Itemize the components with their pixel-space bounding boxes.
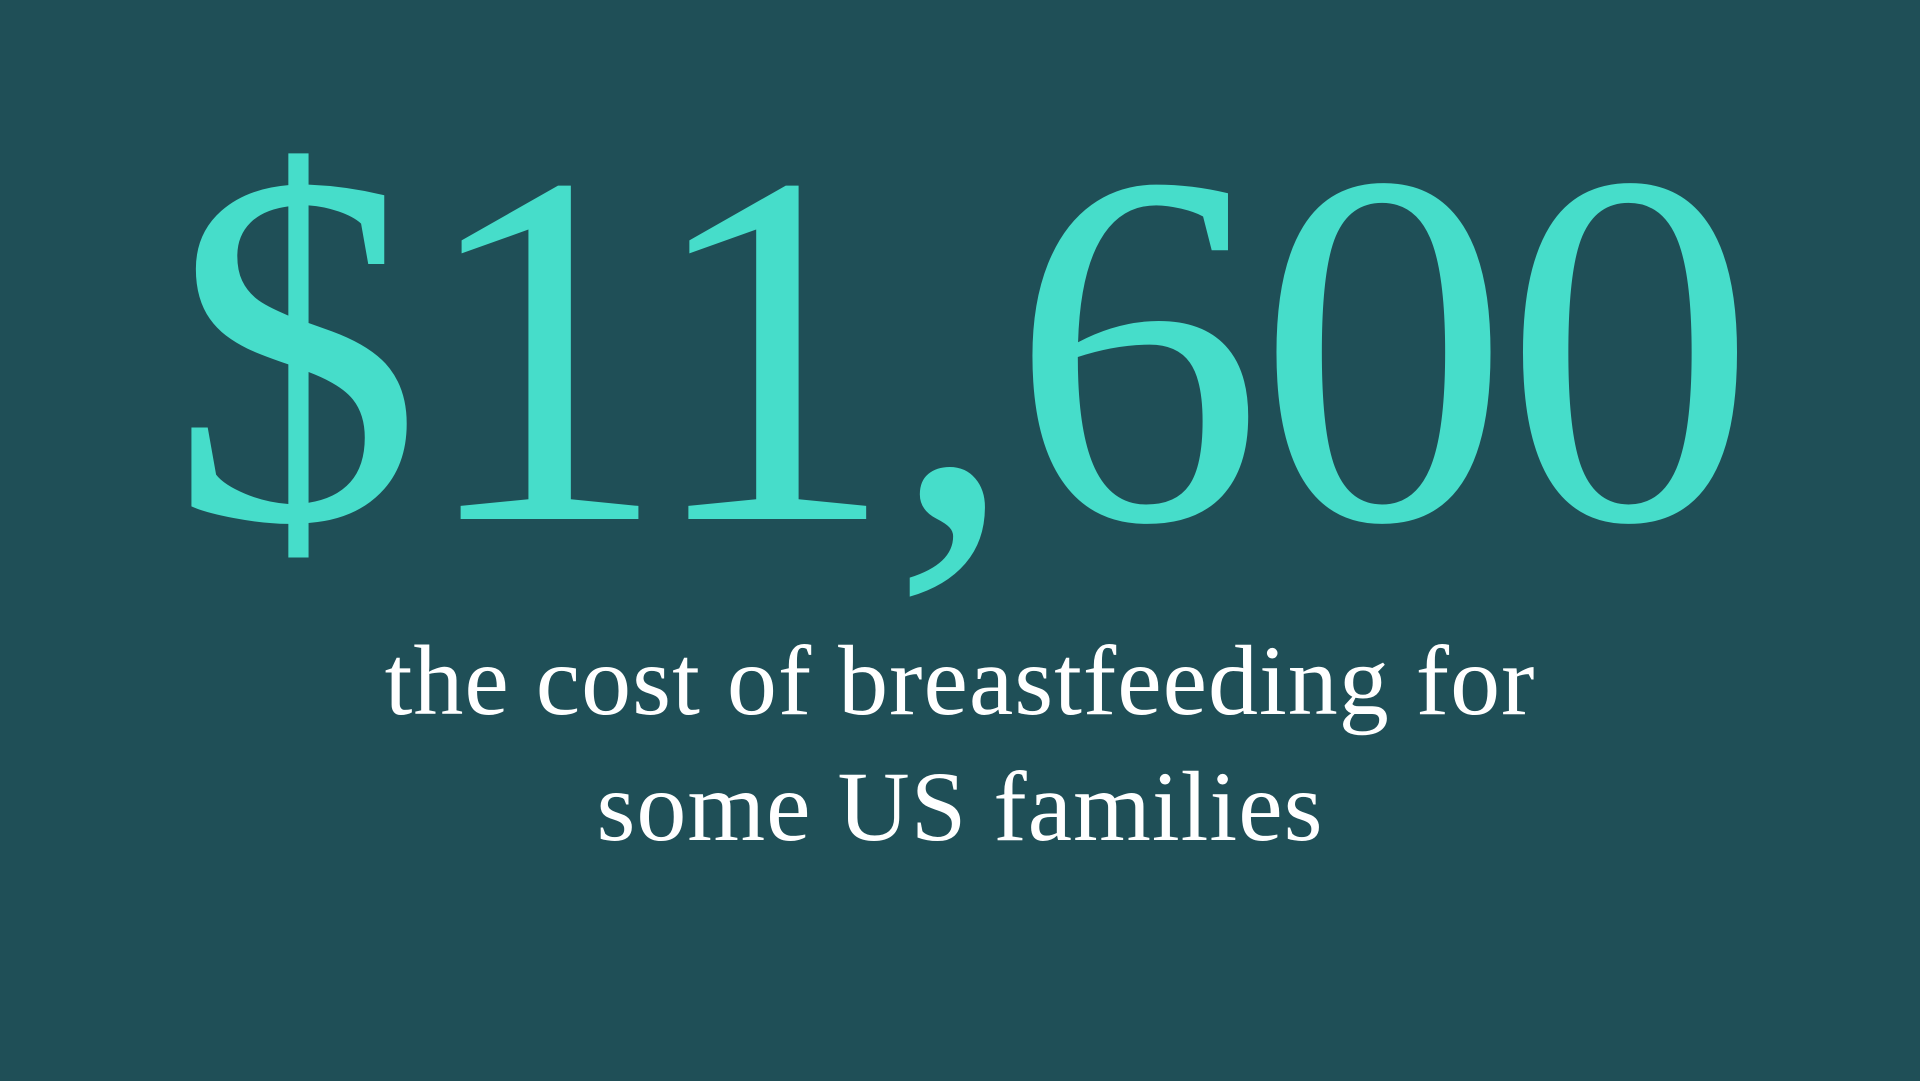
headline-amount: $11,600 (169, 70, 1757, 629)
headline-caption: the cost of breastfeeding for some US fa… (0, 618, 1920, 870)
caption-line-2: some US families (596, 751, 1324, 862)
caption-line-1: the cost of breastfeeding for (384, 625, 1536, 736)
